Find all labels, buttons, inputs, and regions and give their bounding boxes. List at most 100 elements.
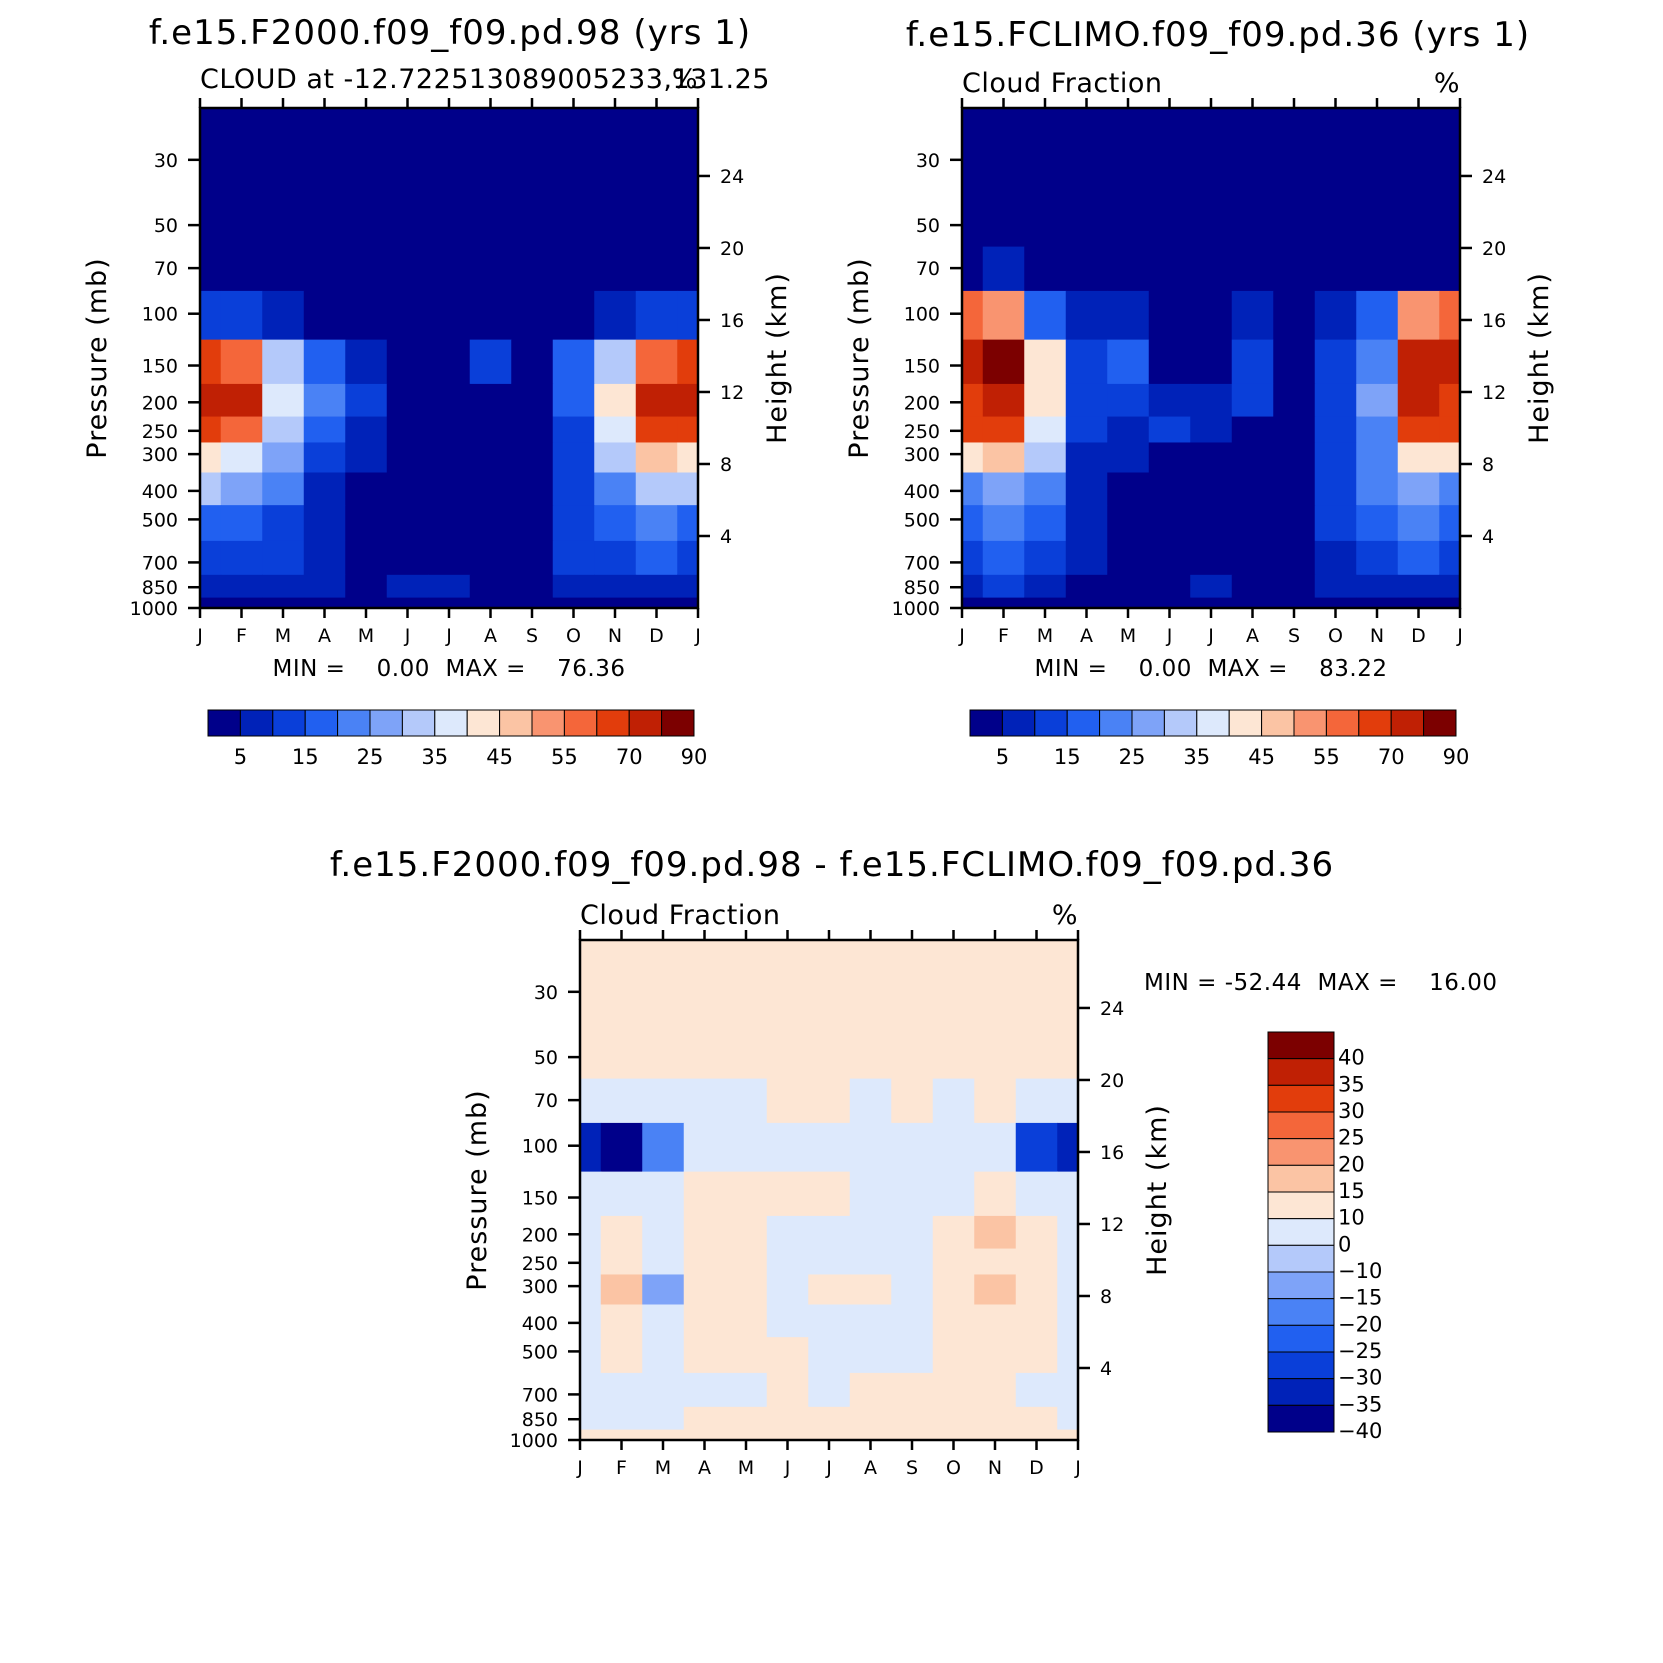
colorbar-box	[1267, 1138, 1335, 1166]
pressure-tick-label: 150	[522, 1188, 558, 1210]
pressure-tick-label: 70	[534, 1090, 558, 1112]
contour-cell	[677, 505, 699, 542]
contour-cell	[683, 940, 726, 1026]
left-subtitle: Cloud Fraction	[962, 68, 1162, 99]
contour-cell	[932, 1406, 975, 1431]
contour-cell	[849, 1078, 892, 1124]
contour-cell	[982, 597, 1025, 609]
contour-cell	[511, 540, 554, 576]
contour-cell	[1397, 108, 1440, 194]
contour-cell	[386, 290, 429, 341]
contour-cell	[303, 383, 346, 418]
contour-cell	[808, 1337, 851, 1374]
contour-cell	[962, 290, 984, 341]
contour-cell	[766, 1171, 809, 1217]
height-axis: 4 8 12 16 20 24	[1078, 998, 1124, 1380]
contour-cell	[428, 108, 471, 194]
contour-cell	[1107, 192, 1150, 248]
contour-cell	[891, 1078, 934, 1124]
contour-cell	[1273, 108, 1316, 194]
contour-cell	[1231, 108, 1274, 194]
contour-cell	[1356, 192, 1399, 248]
contour-cell	[766, 1429, 809, 1441]
x-tick-label: O	[566, 625, 581, 647]
contour-cell	[345, 416, 388, 444]
contour-cell	[220, 108, 263, 194]
contour-cell	[220, 574, 263, 599]
contour-cell	[1148, 290, 1191, 341]
contour-cell	[386, 108, 429, 194]
height-tick-label: 20	[720, 238, 744, 260]
x-tick-label: J	[1456, 625, 1463, 647]
contour-cell	[974, 1406, 1017, 1431]
contour-cell	[1397, 192, 1440, 248]
contour-cell	[808, 1406, 851, 1431]
contour-cell	[1273, 472, 1316, 506]
contour-cell	[345, 339, 388, 385]
right-subtitle: %	[672, 64, 698, 95]
contour-cell	[262, 597, 305, 609]
contour-cell	[600, 1215, 643, 1250]
colorbar-box	[1267, 1218, 1335, 1246]
contour-cell	[1057, 1274, 1079, 1306]
contour-field	[200, 108, 699, 609]
contour-cell	[1065, 416, 1108, 444]
contour-cell	[725, 1171, 768, 1217]
colorbar-label: 35	[1183, 745, 1210, 769]
contour-cell	[1439, 192, 1461, 248]
contour-cell	[1314, 505, 1357, 542]
colorbar-label: −35	[1338, 1392, 1382, 1416]
contour-cell	[200, 290, 222, 341]
contour-cell	[469, 290, 512, 341]
contour-cell	[262, 416, 305, 444]
contour-cell	[1024, 383, 1067, 418]
contour-cell	[1190, 472, 1233, 506]
pressure-tick-label: 50	[154, 215, 178, 237]
colorbar-box	[1267, 1031, 1335, 1060]
contour-cell	[220, 597, 263, 609]
contour-cell	[635, 597, 678, 609]
colorbar-label: 40	[1338, 1046, 1365, 1070]
colorbar-box	[661, 709, 695, 737]
contour-cell	[552, 472, 595, 506]
height-tick-label: 8	[1482, 454, 1494, 476]
contour-cell	[1356, 505, 1399, 542]
contour-cell	[428, 246, 471, 292]
contour-cell	[1057, 1337, 1079, 1374]
contour-cell	[1190, 597, 1233, 609]
contour-cell	[469, 505, 512, 542]
contour-cell	[220, 416, 263, 444]
contour-cell	[1356, 416, 1399, 444]
contour-cell	[262, 108, 305, 194]
contour-cell	[725, 1274, 768, 1306]
contour-cell	[303, 192, 346, 248]
contour-cell	[1231, 290, 1274, 341]
contour-cell	[262, 383, 305, 418]
contour-cell	[469, 597, 512, 609]
contour-cell	[683, 1429, 726, 1441]
contour-cell	[1231, 505, 1274, 542]
contour-cell	[386, 505, 429, 542]
contour-cell	[1273, 383, 1316, 418]
contour-cell	[345, 290, 388, 341]
contour-cell	[200, 540, 222, 576]
contour-cell	[428, 192, 471, 248]
contour-cell	[1273, 192, 1316, 248]
contour-cell	[1273, 290, 1316, 341]
contour-cell	[511, 505, 554, 542]
pressure-tick-label: 50	[916, 215, 940, 237]
contour-cell	[580, 1274, 602, 1306]
contour-cell	[725, 1304, 768, 1338]
contour-cell	[303, 442, 346, 474]
contour-cell	[1107, 472, 1150, 506]
contour-cell	[1024, 442, 1067, 474]
contour-cell	[511, 472, 554, 506]
contour-cell	[1356, 339, 1399, 385]
contour-cell	[974, 1274, 1017, 1306]
contour-cell	[220, 442, 263, 474]
contour-cell	[1057, 1406, 1079, 1431]
contour-cell	[974, 1078, 1017, 1124]
contour-cell	[345, 472, 388, 506]
contour-cell	[982, 339, 1025, 385]
contour-cell	[1015, 1024, 1058, 1080]
